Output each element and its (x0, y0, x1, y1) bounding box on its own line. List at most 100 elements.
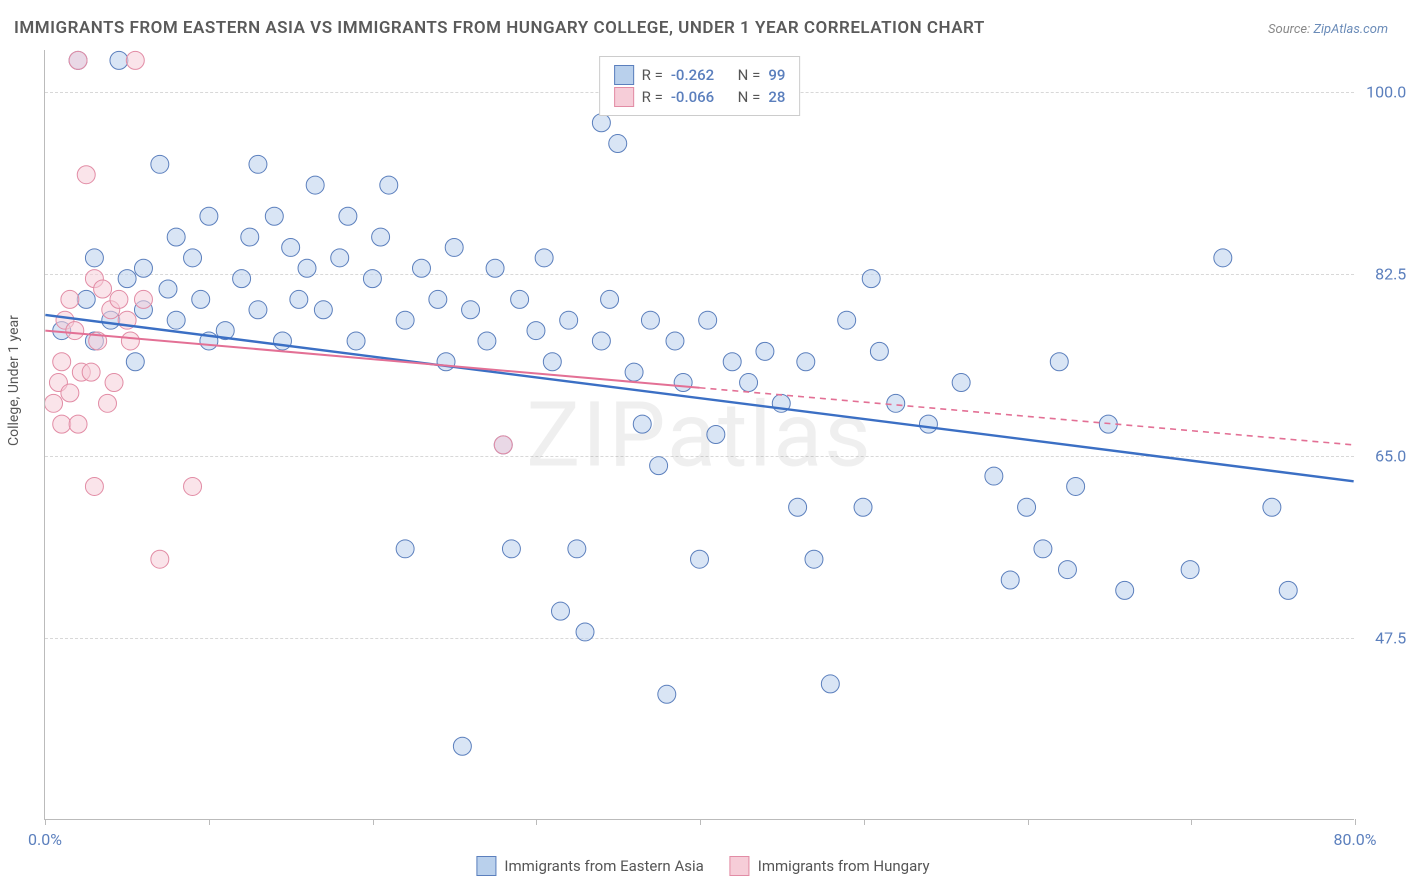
data-point (502, 540, 520, 558)
data-point (249, 155, 267, 173)
data-point (110, 51, 128, 69)
data-point (363, 270, 381, 288)
data-point (94, 280, 112, 298)
data-point (789, 498, 807, 516)
data-point (249, 301, 267, 319)
x-tick-mark (209, 819, 210, 825)
data-point (85, 477, 103, 495)
source-attribution: Source: ZipAtlas.com (1268, 22, 1388, 37)
data-point (462, 301, 480, 319)
data-point (380, 176, 398, 194)
data-point (396, 540, 414, 558)
data-point (543, 353, 561, 371)
data-point (919, 415, 937, 433)
swatch-pink-icon (614, 87, 634, 107)
scatter-svg (45, 50, 1354, 819)
legend-label: Immigrants from Hungary (758, 857, 930, 875)
data-point (298, 259, 316, 277)
legend-row-pink: R = -0.066 N = 28 (614, 87, 786, 107)
data-point (862, 270, 880, 288)
x-tick-mark (864, 819, 865, 825)
data-point (69, 51, 87, 69)
data-point (282, 238, 300, 256)
data-point (1263, 498, 1281, 516)
data-point (674, 374, 692, 392)
data-point (61, 290, 79, 308)
y-tick-label: 82.5% (1375, 264, 1406, 283)
data-point (77, 290, 95, 308)
data-point (412, 259, 430, 277)
data-point (478, 332, 496, 350)
x-tick-mark (536, 819, 537, 825)
data-point (437, 353, 455, 371)
data-point (511, 290, 529, 308)
data-point (723, 353, 741, 371)
n-label: N = (738, 66, 761, 84)
trend-line (45, 315, 1353, 481)
x-tick-mark (373, 819, 374, 825)
chart-title: IMMIGRANTS FROM EASTERN ASIA VS IMMIGRAN… (14, 18, 985, 38)
y-tick-label: 47.5% (1375, 628, 1406, 647)
swatch-blue-icon (614, 65, 634, 85)
data-point (658, 685, 676, 703)
series-legend: Immigrants from Eastern Asia Immigrants … (476, 856, 929, 876)
data-point (870, 342, 888, 360)
data-point (1116, 581, 1134, 599)
data-point (151, 550, 169, 568)
data-point (1214, 249, 1232, 267)
data-point (167, 311, 185, 329)
data-point (601, 290, 619, 308)
data-point (1058, 561, 1076, 579)
r-value: -0.066 (671, 88, 714, 106)
data-point (568, 540, 586, 558)
data-point (952, 374, 970, 392)
data-point (45, 394, 63, 412)
n-value: 28 (768, 88, 785, 106)
data-point (625, 363, 643, 381)
data-point (985, 467, 1003, 485)
x-tick-mark (1355, 819, 1356, 825)
data-point (167, 228, 185, 246)
data-point (61, 384, 79, 402)
y-tick-label: 100.0% (1366, 82, 1406, 101)
y-axis-label: College, Under 1 year (6, 315, 22, 446)
legend-label: Immigrants from Eastern Asia (504, 857, 703, 875)
data-point (650, 457, 668, 475)
x-tick-mark (1028, 819, 1029, 825)
x-tick-label: 80.0% (1334, 830, 1377, 849)
data-point (486, 259, 504, 277)
data-point (666, 332, 684, 350)
data-point (134, 259, 152, 277)
data-point (184, 249, 202, 267)
source-link[interactable]: ZipAtlas.com (1313, 22, 1388, 37)
data-point (445, 238, 463, 256)
correlation-legend: R = -0.262 N = 99 R = -0.066 N = 28 (599, 56, 801, 116)
data-point (314, 301, 332, 319)
data-point (184, 477, 202, 495)
data-point (53, 415, 71, 433)
data-point (797, 353, 815, 371)
legend-item-pink: Immigrants from Hungary (730, 856, 930, 876)
data-point (854, 498, 872, 516)
data-point (396, 311, 414, 329)
data-point (290, 290, 308, 308)
data-point (641, 311, 659, 329)
data-point (429, 290, 447, 308)
data-point (110, 290, 128, 308)
data-point (126, 51, 144, 69)
r-label: R = (642, 66, 663, 84)
data-point (121, 332, 139, 350)
data-point (85, 249, 103, 267)
data-point (1018, 498, 1036, 516)
data-point (1001, 571, 1019, 589)
r-value: -0.262 (671, 66, 714, 84)
plot-area: ZIPatlas R = -0.262 N = 99 R = -0.066 N … (44, 50, 1354, 820)
data-point (633, 415, 651, 433)
r-label: R = (642, 88, 663, 106)
swatch-blue-icon (476, 856, 496, 876)
data-point (1067, 477, 1085, 495)
data-point (69, 415, 87, 433)
data-point (339, 207, 357, 225)
data-point (1050, 353, 1068, 371)
data-point (552, 602, 570, 620)
